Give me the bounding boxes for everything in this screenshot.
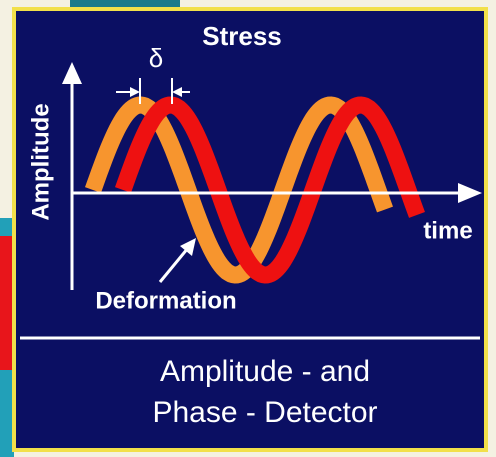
left-fragment-red [0, 236, 14, 370]
panel [12, 7, 488, 452]
left-fragment-cyan [0, 218, 14, 236]
stress-wave [84, 96, 393, 284]
waves [84, 96, 425, 284]
deformation-label: Deformation [95, 287, 236, 314]
x-axis-label: time [423, 217, 472, 244]
y-axis-label: Amplitude [27, 103, 54, 220]
deformation-arrow [158, 247, 190, 283]
deformation-wave [114, 96, 425, 284]
caption-line: Amplitude - and [160, 355, 370, 388]
delta-label: δ [149, 43, 163, 73]
stress-label: Stress [202, 21, 282, 51]
caption-line: Phase - Detector [152, 396, 377, 429]
delta-arrowhead-left [130, 87, 140, 97]
top-fragment [70, 0, 180, 8]
y-axis-arrow [62, 62, 82, 84]
x-axis-arrow [458, 183, 482, 203]
delta-arrowhead-right [172, 87, 182, 97]
deformation-arrowhead [180, 238, 196, 256]
left-fragment-cyan-bottom [0, 370, 14, 457]
